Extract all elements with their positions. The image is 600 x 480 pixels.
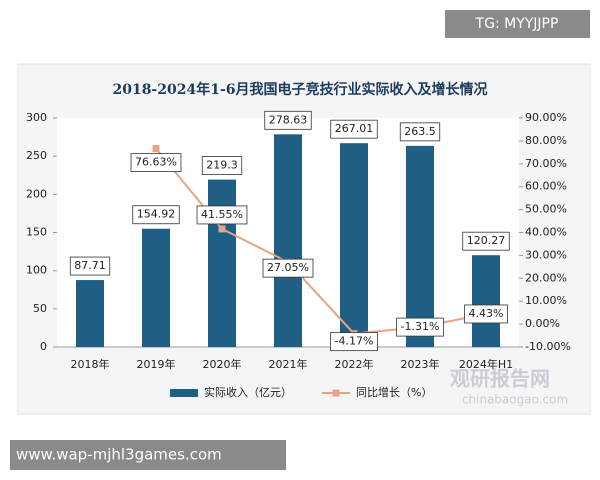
watermark-url: chinabaogao.com (462, 393, 568, 407)
data-label-box (399, 122, 441, 142)
data-label-box (130, 153, 182, 173)
data-label-box (330, 119, 378, 139)
bar (406, 145, 434, 347)
data-label: 278.63 (269, 113, 308, 126)
bar (274, 134, 302, 347)
line-marker (152, 145, 160, 153)
y2-tick-label: 30.00% (525, 248, 567, 261)
data-label-box (196, 205, 248, 225)
line-marker (218, 225, 226, 233)
data-label: 219.3 (206, 159, 238, 172)
x-tick-label: 2022年 (335, 357, 374, 371)
y2-tick-label: 20.00% (525, 271, 567, 284)
watermark: 观研报告网 (450, 367, 550, 391)
data-label: 76.63% (135, 156, 177, 169)
data-label: 4.43% (469, 307, 504, 320)
data-label: 267.01 (335, 122, 374, 135)
y-tick-label: 0 (40, 340, 47, 353)
x-tick-label: 2021年 (269, 357, 308, 371)
top-tag-box (445, 10, 590, 38)
bar (340, 143, 368, 347)
data-label: -1.31% (401, 320, 440, 333)
y2-tick-label: 80.00% (525, 134, 567, 147)
data-label-box (464, 304, 508, 324)
y2-tick-label: 40.00% (525, 226, 567, 239)
bar (208, 179, 236, 347)
y-tick-label: 150 (26, 226, 47, 239)
legend-swatch (170, 389, 198, 397)
x-tick-label: 2018年 (71, 357, 110, 371)
data-label-box (262, 258, 314, 278)
y2-tick-label: 10.00% (525, 294, 567, 307)
legend-label: 实际收入（亿元） (204, 385, 292, 399)
data-label: 154.92 (137, 208, 176, 221)
y-tick-label: 100 (26, 264, 47, 277)
data-label: 263.5 (404, 125, 436, 138)
y2-tick-label: 70.00% (525, 157, 567, 170)
data-label-box (396, 317, 444, 337)
data-label: 120.27 (467, 234, 506, 247)
data-label: -4.17% (335, 335, 374, 348)
x-tick-label: 2020年 (203, 357, 242, 371)
bar (76, 280, 104, 347)
legend-swatch (332, 389, 340, 397)
data-label-box (462, 231, 510, 251)
y2-tick-label: 60.00% (525, 180, 567, 193)
y-tick-label: 50 (33, 302, 47, 315)
y2-tick-label: 90.00% (525, 111, 567, 124)
data-label: 87.71 (74, 259, 106, 272)
y-tick-label: 250 (26, 149, 47, 162)
bottom-tag: www.wap-mjhl3games.com (16, 446, 222, 464)
bar (472, 255, 500, 347)
data-label-box (69, 256, 111, 276)
top-tag: TG: MYYJJPP (475, 16, 559, 32)
data-label-box (201, 156, 243, 176)
y-tick-label: 300 (26, 111, 47, 124)
x-tick-label: 2024年H1 (459, 357, 513, 371)
data-label-box (264, 110, 312, 130)
bottom-tag-box (10, 440, 286, 470)
y2-tick-label: -10.00% (525, 340, 571, 353)
y2-tick-label: 50.00% (525, 203, 567, 216)
legend-label: 同比增长（%） (356, 385, 432, 399)
data-label: 41.55% (201, 208, 243, 221)
data-label-box (330, 332, 378, 352)
data-label-box (132, 205, 180, 225)
data-label: 27.05% (267, 261, 309, 274)
chart-title: 2018-2024年1-6月我国电子竞技行业实际收入及增长情况 (112, 81, 487, 98)
y2-tick-label: 0.00% (525, 317, 560, 330)
bar (142, 228, 170, 347)
x-tick-label: 2023年 (401, 357, 440, 371)
y-tick-label: 200 (26, 187, 47, 200)
x-tick-label: 2019年 (137, 357, 176, 371)
